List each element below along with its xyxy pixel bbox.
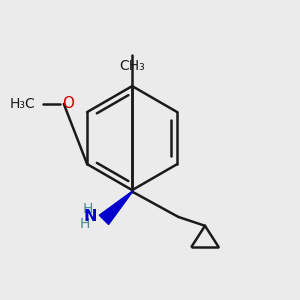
Text: O: O [62, 96, 74, 111]
Text: CH₃: CH₃ [119, 59, 145, 73]
Polygon shape [99, 191, 132, 224]
Text: N: N [84, 209, 97, 224]
Text: H: H [82, 202, 93, 216]
Text: H₃C: H₃C [10, 97, 36, 111]
Text: H: H [80, 217, 90, 231]
